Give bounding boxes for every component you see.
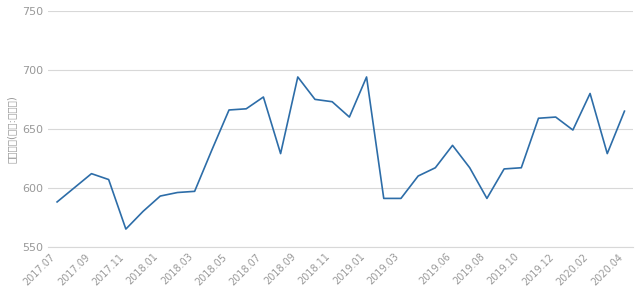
Y-axis label: 거래금액(단위:백만원): 거래금액(단위:백만원)	[7, 95, 17, 163]
